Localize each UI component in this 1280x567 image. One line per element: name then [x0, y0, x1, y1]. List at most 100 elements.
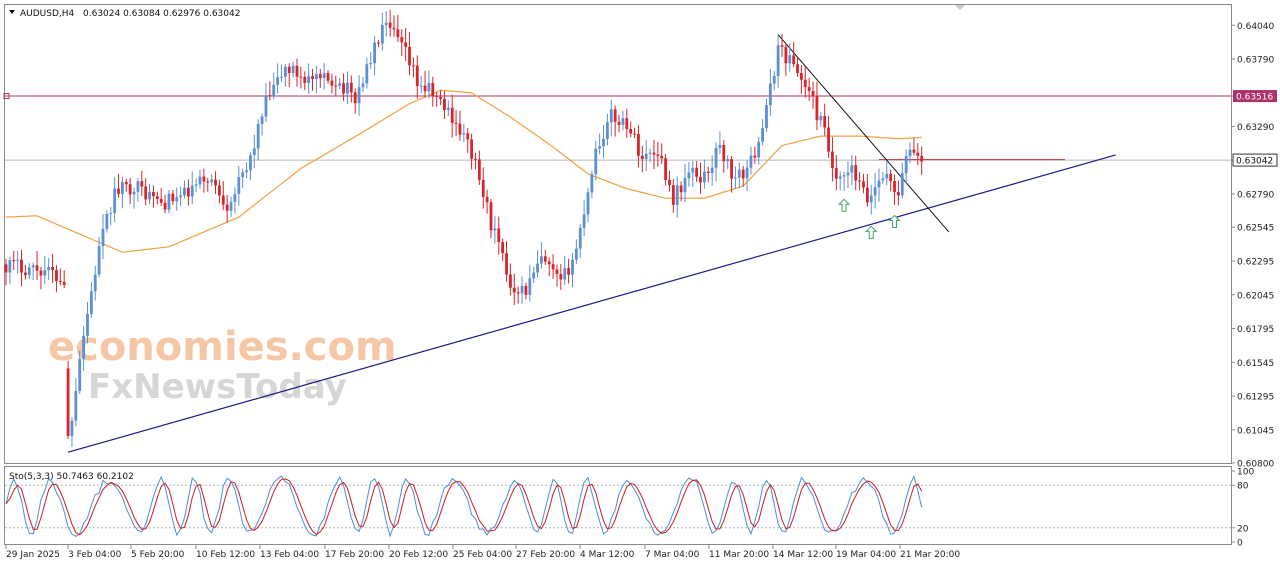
bull-candle [272, 84, 276, 96]
bull-candle [361, 83, 365, 88]
bull-candle [768, 83, 772, 106]
time-tick-label: 19 Mar 04:00 [836, 550, 896, 560]
bull-candle [776, 45, 780, 76]
bull-candle [101, 228, 105, 247]
bull-candle [574, 248, 578, 260]
bear-candle [501, 242, 505, 254]
bear-candle [51, 266, 54, 270]
time-tick-label: 10 Feb 12:00 [196, 550, 255, 560]
bull-candle [710, 167, 714, 173]
bull-candle [590, 174, 594, 193]
bull-candle [761, 128, 764, 142]
bull-candle [260, 116, 264, 125]
bull-candle [229, 201, 233, 211]
bull-candle [819, 115, 823, 121]
bear-candle [617, 121, 621, 125]
bear-candle [295, 65, 299, 77]
stochastic-tick-label: 80 [1237, 482, 1249, 492]
bull-candle [621, 118, 625, 125]
bull-candle [27, 267, 31, 276]
bear-candle [497, 228, 501, 243]
bull-candle [82, 335, 85, 359]
bear-candle [559, 273, 563, 280]
bear-candle [796, 64, 799, 74]
bear-candle [423, 85, 427, 92]
bear-candle [408, 46, 411, 66]
bull-candle [691, 167, 695, 173]
bear-candle [699, 176, 702, 183]
bull-candle [245, 170, 248, 173]
bear-candle [512, 287, 516, 293]
time-tick-label: 27 Feb 20:00 [516, 550, 575, 560]
bull-candle [280, 76, 283, 78]
bull-candle [241, 172, 245, 177]
chart-header: AUDUSD,H4 0.63024 0.63084 0.62976 0.6304… [9, 9, 240, 19]
scroll-marker-icon [955, 5, 965, 10]
bear-candle [4, 264, 8, 273]
bull-candle [43, 270, 47, 276]
bear-candle [815, 96, 819, 121]
bear-candle [477, 159, 481, 180]
time-tick-label: 21 Mar 20:00 [900, 550, 960, 560]
bull-candle [346, 82, 349, 94]
bull-candle [714, 147, 718, 168]
bear-candle [613, 109, 617, 122]
bull-candle [233, 193, 237, 202]
bull-candle [373, 42, 376, 64]
bear-candle [152, 191, 155, 197]
bull-candle [602, 138, 605, 147]
bear-candle [140, 181, 144, 187]
bear-candle [567, 268, 570, 275]
bear-candle [811, 90, 815, 97]
bear-candle [218, 185, 221, 196]
price-tick-label: 0.62045 [1237, 291, 1274, 301]
bear-candle [400, 37, 404, 43]
bull-candle [427, 83, 431, 92]
falling-resistance-trendline[interactable] [777, 34, 950, 233]
bear-candle [524, 285, 528, 295]
price-tick-label: 0.61295 [1237, 393, 1274, 403]
bull-candle [675, 185, 679, 205]
bull-candle [86, 314, 89, 336]
rising-support-trendline[interactable] [67, 154, 1116, 453]
bull-candle [237, 176, 241, 194]
price-tick-label: 0.62545 [1237, 224, 1274, 234]
bull-candle [683, 178, 687, 193]
bear-candle [206, 181, 210, 183]
bull-candle [609, 109, 613, 123]
bull-candle [16, 259, 20, 261]
bear-candle [784, 46, 788, 64]
bull-candle [183, 187, 186, 196]
bear-candle [39, 270, 43, 276]
bear-candle [311, 76, 314, 79]
bull-candle [838, 176, 842, 179]
bull-candle [734, 177, 737, 179]
bull-candle [846, 172, 850, 176]
bull-candle [249, 155, 252, 171]
bear-candle [555, 269, 559, 274]
bull-candle [74, 391, 78, 421]
bull-candle [198, 176, 202, 185]
price-tick-label: 0.63790 [1237, 56, 1274, 66]
bull-candle [885, 173, 889, 179]
stochastic-signal-line [5, 478, 923, 536]
bear-candle [458, 123, 462, 135]
bull-candle [369, 63, 373, 65]
bear-candle [543, 256, 547, 262]
bear-candle [124, 182, 128, 185]
current-price-box [1232, 153, 1278, 167]
bear-candle [629, 128, 633, 134]
bear-candle [640, 155, 644, 159]
stochastic-tick-label: 100 [1237, 468, 1254, 478]
buy-signal-arrows [837, 198, 901, 239]
bear-candle [695, 167, 699, 177]
bear-candle [516, 292, 520, 294]
bull-candle [648, 152, 652, 154]
bull-candle [900, 173, 904, 196]
bull-candle [307, 76, 311, 83]
bear-candle [396, 29, 400, 38]
bull-candle [520, 285, 524, 294]
bull-candle [644, 153, 648, 159]
